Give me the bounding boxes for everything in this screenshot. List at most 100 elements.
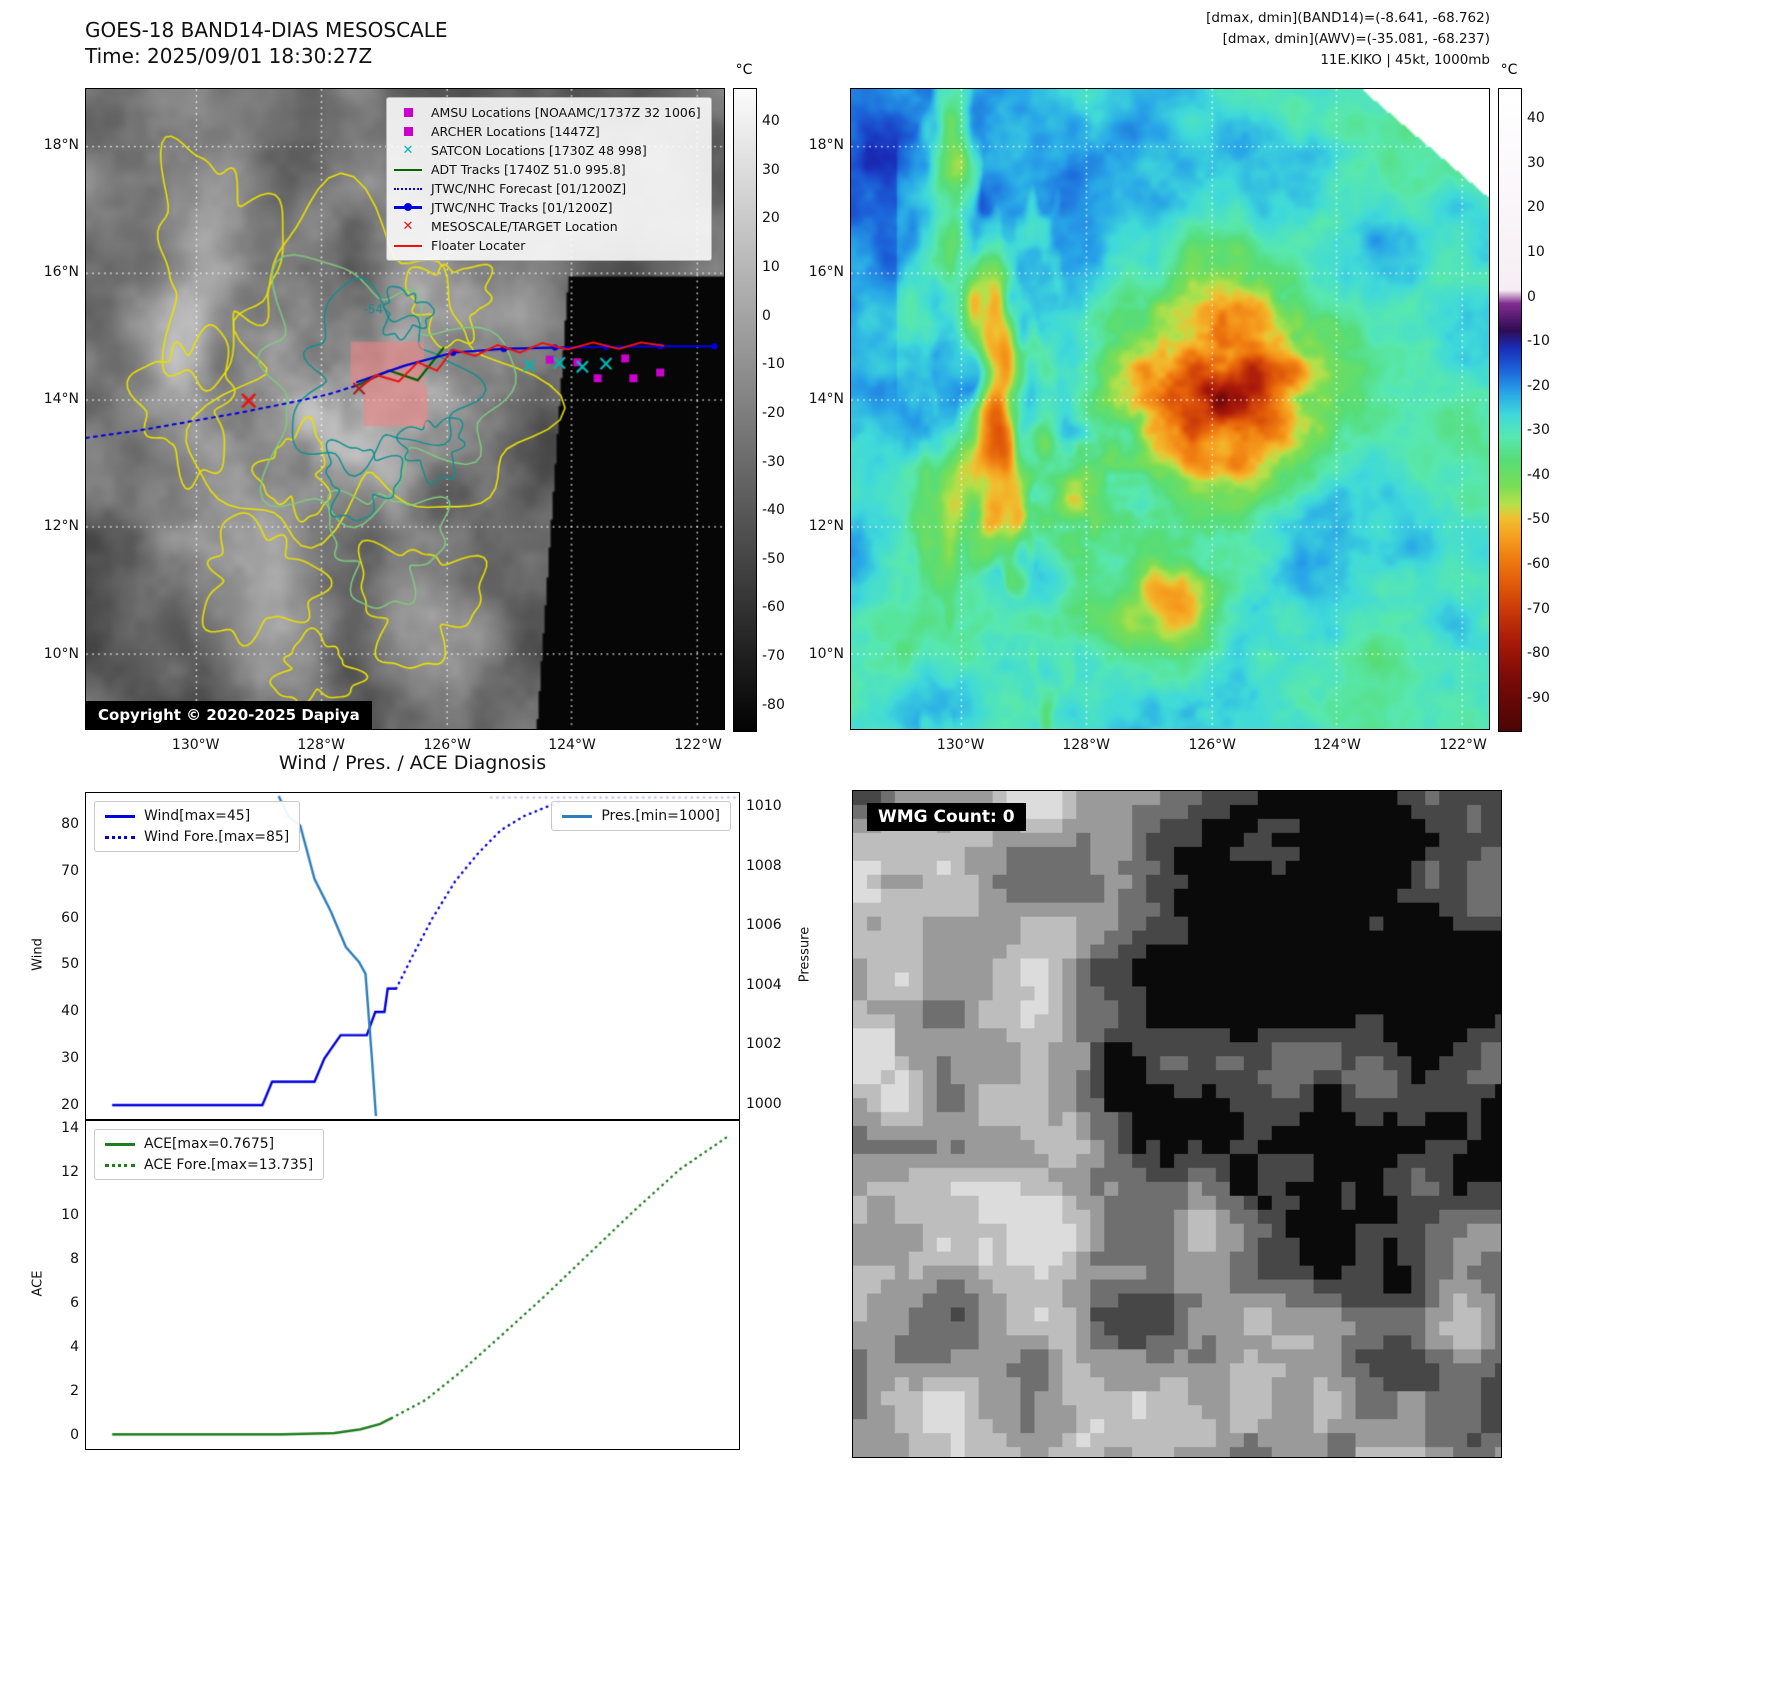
tr-colorbar-tick-label: 20 [1527, 199, 1545, 216]
ace-tick-label: 12 [61, 1163, 79, 1180]
legend-marker-x-icon: ✕ [402, 219, 414, 234]
tl-y-tick-label: 10°N [43, 645, 79, 662]
tr-y-tick-label: 18°N [808, 136, 844, 153]
tl-colorbar-tick-label: -30 [762, 453, 785, 470]
pressure-tick-label: 1006 [746, 917, 782, 934]
legend-label: ACE Fore.[max=13.735] [144, 1157, 314, 1173]
legend-item: ✕ MESOSCALE/TARGET Location [393, 219, 701, 234]
tl-x-tick-label: 124°W [548, 737, 596, 753]
pressure-tick-label: 1000 [746, 1096, 782, 1113]
legend-item: Pres.[min=1000] [562, 808, 720, 824]
awv-colorbar [1498, 88, 1522, 732]
tr-annotation-storm: 11E.KIKO | 45kt, 1000mb [1320, 51, 1490, 68]
legend-label: ACE[max=0.7675] [144, 1136, 275, 1152]
ace-chart: ACE[max=0.7675] ACE Fore.[max=13.735] [85, 1120, 740, 1450]
tl-colorbar-tick-label: 40 [762, 113, 780, 130]
tr-colorbar-tick-label: 0 [1527, 288, 1536, 305]
pressure-tick-label: 1002 [746, 1036, 782, 1053]
legend-label: AMSU Locations [NOAAMC/1737Z 32 1006] [431, 105, 701, 120]
legend-item: AMSU Locations [NOAAMC/1737Z 32 1006] [393, 105, 701, 120]
awv-colorbar-unit: °C [1500, 62, 1518, 78]
tr-colorbar-tick-label: 10 [1527, 243, 1545, 260]
tl-colorbar-tick-label: -40 [762, 502, 785, 519]
wind-tick-label: 40 [61, 1003, 79, 1020]
legend-marker-dotted-icon [393, 182, 423, 195]
wind-tick-label: 20 [61, 1096, 79, 1113]
tr-y-tick-label: 12°N [808, 518, 844, 535]
band14-satellite-map: AMSU Locations [NOAAMC/1737Z 32 1006] ARC… [85, 88, 725, 730]
legend-label: MESOSCALE/TARGET Location [431, 219, 618, 234]
legend-item: ✕ SATCON Locations [1730Z 48 998] [393, 143, 701, 158]
legend-label: SATCON Locations [1730Z 48 998] [431, 143, 647, 158]
tl-colorbar-tick-label: -10 [762, 356, 785, 373]
wind-tick-label: 70 [61, 862, 79, 879]
pressure-tick-label: 1008 [746, 857, 782, 874]
tr-colorbar-tick-label: -80 [1527, 645, 1550, 662]
tl-colorbar-tick-label: 30 [762, 161, 780, 178]
ace-tick-label: 0 [70, 1426, 79, 1443]
chart-legend: ACE[max=0.7675] ACE Fore.[max=13.735] [94, 1129, 325, 1180]
legend-marker-square-icon [393, 125, 423, 138]
tr-x-tick-label: 128°W [1062, 737, 1110, 753]
legend-label: ARCHER Locations [1447Z] [431, 124, 600, 139]
ace-tick-label: 10 [61, 1207, 79, 1224]
ace-tick-label: 4 [70, 1339, 79, 1356]
tr-annotation-awv: [dmax, dmin](AWV)=(-35.081, -68.237) [1222, 30, 1490, 47]
ace-axis-label: ACE [30, 1270, 46, 1297]
tr-x-tick-label: 126°W [1188, 737, 1237, 753]
tl-colorbar-tick-label: -50 [762, 550, 785, 567]
legend-label: Wind Fore.[max=85] [144, 829, 290, 845]
legend-line-icon [105, 814, 135, 818]
tr-annotations: [dmax, dmin](BAND14)=(-8.641, -68.762) [… [1206, 8, 1490, 71]
awv-satellite-map [850, 88, 1490, 730]
legend-label: ADT Tracks [1740Z 51.0 995.8] [431, 162, 626, 177]
pressure-tick-label: 1004 [746, 976, 782, 993]
tr-colorbar-tick-label: -10 [1527, 333, 1550, 350]
legend-label: Wind[max=45] [144, 808, 251, 824]
tl-y-tick-label: 16°N [43, 263, 79, 280]
tl-x-tick-label: 122°W [674, 737, 722, 753]
wind-pressure-chart: Wind[max=45] Wind Fore.[max=85] Pres.[min=… [85, 792, 740, 1120]
legend-marker-line-icon [393, 239, 423, 252]
tr-colorbar-tick-label: -40 [1527, 466, 1550, 483]
tr-x-tick-label: 124°W [1313, 737, 1361, 753]
tl-colorbar-tick-label: 20 [762, 210, 780, 227]
wmg-count-badge: WMG Count: 0 [867, 803, 1026, 831]
tr-colorbar-tick-label: -30 [1527, 422, 1550, 439]
tr-colorbar-tick-label: -20 [1527, 377, 1550, 394]
legend-item: ADT Tracks [1740Z 51.0 995.8] [393, 162, 701, 177]
legend-marker-line-dot-icon [393, 201, 423, 214]
ace-tick-label: 14 [61, 1119, 79, 1136]
legend-item: JTWC/NHC Forecast [01/1200Z] [393, 181, 701, 196]
tl-x-tick-label: 128°W [297, 737, 345, 753]
chart-legend: Pres.[min=1000] [551, 801, 731, 831]
legend-line-icon [562, 814, 593, 818]
legend-item: Wind Fore.[max=85] [105, 829, 289, 845]
legend-item: ACE Fore.[max=13.735] [105, 1157, 313, 1173]
tl-colorbar-tick-label: 0 [762, 307, 771, 324]
tl-x-tick-label: 130°W [171, 737, 220, 753]
legend-marker-x-icon: ✕ [402, 143, 414, 158]
tr-y-tick-label: 14°N [808, 391, 844, 407]
wind-tick-label: 30 [61, 1050, 79, 1067]
tl-y-tick-label: 14°N [43, 391, 79, 407]
diagnosis-title: Wind / Pres. / ACE Diagnosis [278, 752, 547, 774]
tr-colorbar-tick-label: -50 [1527, 511, 1550, 528]
band14-colorbar-unit: °C [735, 62, 753, 78]
legend-item: ARCHER Locations [1447Z] [393, 124, 701, 139]
tr-colorbar-tick-label: -60 [1527, 556, 1550, 573]
legend-line-icon [105, 1163, 135, 1167]
map-legend: AMSU Locations [NOAAMC/1737Z 32 1006] ARC… [386, 97, 712, 261]
tr-colorbar-tick-label: 30 [1527, 154, 1545, 171]
tl-x-tick-label: 126°W [423, 737, 472, 753]
band14-colorbar [733, 88, 757, 732]
tl-y-tick-label: 18°N [43, 136, 79, 153]
tr-x-tick-label: 130°W [936, 737, 985, 753]
tl-colorbar-tick-label: -60 [762, 599, 785, 616]
tr-colorbar-tick-label: -90 [1527, 689, 1550, 706]
awv-satellite-canvas [851, 89, 1489, 729]
tl-colorbar-tick-label: 10 [762, 258, 780, 275]
tl-title-line2: Time: 2025/09/01 18:30:27Z [85, 44, 373, 68]
copyright-label: Copyright © 2020-2025 Dapiya [86, 701, 372, 729]
